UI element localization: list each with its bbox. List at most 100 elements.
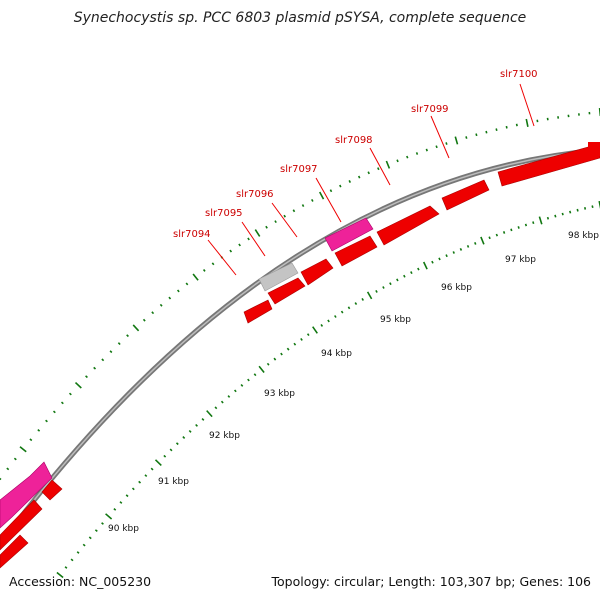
outer-minor-tick [485,130,488,134]
scale-minor-tick [188,429,192,433]
gene-label-lines [207,83,535,276]
outer-minor-tick [415,152,419,155]
gene-feature-slr7094[interactable] [243,299,273,324]
gene-feature-slr7097[interactable] [324,217,374,252]
scale-minor-tick [445,254,448,258]
sequence-backbone [0,147,600,549]
outer-minor-tick [93,366,97,370]
scale-minor-tick [175,442,179,446]
scale-minor-tick [340,310,344,314]
scale-minor-tick [144,474,148,477]
scale-minor-tick [546,216,550,220]
outer-minor-tick [495,128,498,132]
outer-minor-tick [176,289,180,293]
scale-minor-tick [64,566,68,569]
scale-major-tick [538,216,543,225]
gene-labels: slr7094 slr7095 slr7096 slr7097 slr7098 … [173,69,538,240]
outer-minor-tick [247,237,250,241]
gene-label-slr7096[interactable]: slr7096 [236,189,274,200]
scale-minor-tick [488,236,491,240]
scale-minor-tick [591,205,594,209]
scale-label-93: 93 kbp [264,389,295,399]
outer-minor-tick [445,142,448,145]
outer-minor-tick [367,171,370,175]
gene-label-slr7097[interactable]: slr7097 [280,164,318,175]
scale-label-98: 98 kbp [568,231,599,241]
scale-minor-tick [220,400,224,404]
gene-label-slr7100[interactable]: slr7100 [500,69,538,80]
outer-ticks [0,107,600,481]
gene-feature-grey[interactable] [258,262,299,292]
outer-major-tick [19,446,27,453]
gene-label-slr7098[interactable]: slr7098 [335,135,373,146]
scale-label-97: 97 kbp [505,255,536,265]
outer-minor-tick [283,214,286,218]
scale-major-tick [154,459,162,466]
scale-minor-tick [459,247,463,251]
scale-major-tick [312,326,318,334]
accession-text: Accession: NC_005230 [9,574,151,589]
gene-feature-slr7095[interactable] [267,277,306,305]
outer-major-tick [525,118,529,127]
outer-minor-tick [37,428,41,432]
scale-minor-tick [76,551,80,554]
scale-minor-tick [266,362,270,366]
scale-minor-tick [532,221,535,225]
outer-minor-tick [515,123,518,127]
outer-minor-tick [311,199,314,202]
outer-minor-tick [292,209,296,213]
outer-major-tick [254,229,261,237]
gene-feature-slr7099[interactable] [441,179,490,211]
scale-minor-tick [214,406,218,410]
map-title: Synechocystis sp. PCC 6803 plasmid pSYSA… [74,10,527,26]
outer-minor-tick [396,159,399,163]
leader-line-slr7095 [241,221,266,257]
gene-feature-slr7096[interactable] [300,258,334,286]
leader-line-slr7097 [315,177,342,223]
scale-minor-tick [280,352,283,356]
outer-minor-tick [0,477,2,481]
scale-minor-tick [182,436,186,439]
scale-labels: 90 kbp 91 kbp 92 kbp 93 kbp 94 kbp 95 kb… [108,231,599,534]
outer-minor-tick [159,303,163,307]
outer-minor-tick [377,167,380,171]
gene-feature-red-lower-3[interactable] [0,534,29,569]
outer-major-tick [74,382,82,389]
scale-minor-tick [195,423,198,427]
scale-minor-tick [119,501,123,504]
gene-feature-red-lower-2[interactable] [41,479,63,501]
leader-line-slr7094 [207,239,237,276]
outer-minor-tick [142,318,146,322]
scale-label-94: 94 kbp [321,349,352,359]
outer-minor-tick [168,296,172,300]
scale-minor-tick [354,302,358,306]
outer-minor-tick [151,311,155,315]
scale-minor-tick [163,454,167,458]
scale-minor-tick [334,315,337,318]
gene-label-slr7094[interactable]: slr7094 [173,229,211,240]
scale-ticks [56,200,600,579]
outer-minor-tick [45,419,48,423]
outer-minor-tick [425,148,428,152]
outer-major-tick [385,160,391,169]
gene-features-lower [0,461,63,569]
gene-label-slr7099[interactable]: slr7099 [411,104,449,115]
outer-minor-tick [29,438,33,442]
gene-label-slr7095[interactable]: slr7095 [205,208,243,219]
outer-minor-tick [68,392,72,396]
gene-feature-pink-lower[interactable] [0,461,53,529]
outer-minor-tick [117,342,121,346]
topology-summary: Topology: circular; Length: 103,307 bp; … [271,574,592,589]
scale-label-92: 92 kbp [209,431,240,441]
outer-minor-tick [301,204,305,207]
gene-feature-slr7100[interactable] [497,145,600,187]
outer-minor-tick [13,457,17,461]
gene-feature-slr7098a[interactable] [334,235,378,267]
gene-feature-slr7098[interactable] [376,205,440,246]
gene-feature-red-lower-1[interactable] [0,499,43,551]
scale-minor-tick [569,210,572,214]
scale-minor-tick [94,529,98,533]
scale-minor-tick [382,286,385,289]
scale-minor-tick [554,214,557,218]
scale-minor-tick [300,337,303,341]
